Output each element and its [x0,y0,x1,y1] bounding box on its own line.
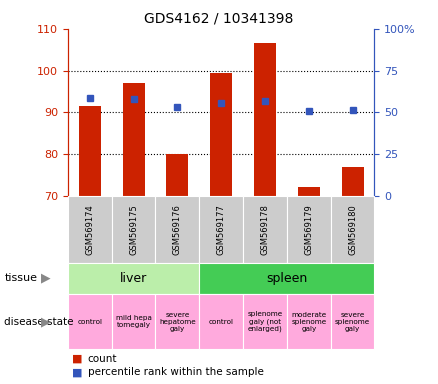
Text: ▶: ▶ [41,315,51,328]
Text: severe
hepatome
galy: severe hepatome galy [159,311,196,332]
Bar [298,187,320,196]
Text: GSM569176: GSM569176 [173,204,182,255]
Text: spleen: spleen [266,272,307,285]
Text: mild hepa
tomegaly: mild hepa tomegaly [116,315,152,328]
Bar [210,73,232,196]
Text: ■: ■ [72,354,83,364]
Text: tissue: tissue [4,273,37,283]
Bar [342,167,364,196]
Text: percentile rank within the sample: percentile rank within the sample [88,367,264,377]
Text: GSM569175: GSM569175 [129,204,138,255]
Text: control: control [208,319,234,324]
Text: count: count [88,354,117,364]
Text: ▶: ▶ [41,272,51,285]
Text: ■: ■ [72,367,83,377]
Bar [123,83,145,196]
Text: GSM569178: GSM569178 [261,204,269,255]
Text: control: control [77,319,102,324]
Text: GSM569174: GSM569174 [85,204,94,255]
Text: liver: liver [120,272,147,285]
Text: disease state: disease state [4,316,74,327]
Text: GSM569177: GSM569177 [217,204,226,255]
Text: GSM569179: GSM569179 [304,204,313,255]
Text: splenome
galy (not
enlarged): splenome galy (not enlarged) [247,311,283,332]
Text: severe
splenome
galy: severe splenome galy [335,311,370,332]
Text: moderate
splenome
galy: moderate splenome galy [291,311,326,332]
Bar [254,43,276,196]
Text: GSM569180: GSM569180 [348,204,357,255]
Bar [166,154,188,196]
Text: GDS4162 / 10341398: GDS4162 / 10341398 [144,12,294,25]
Bar [79,106,101,196]
